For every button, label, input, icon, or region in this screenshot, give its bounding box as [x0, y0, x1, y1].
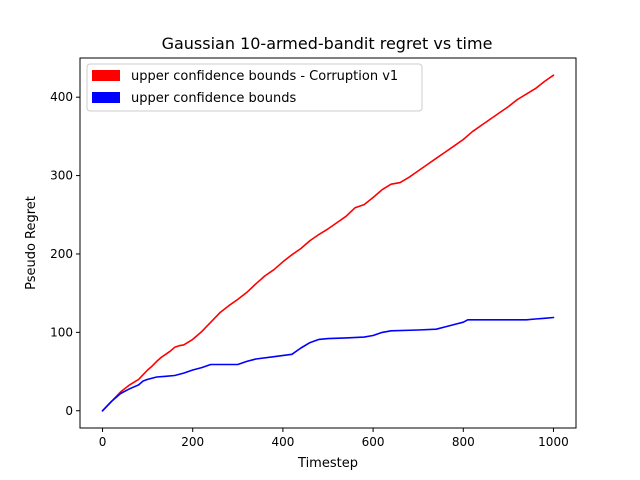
chart-title: Gaussian 10-armed-bandit regret vs time [162, 34, 493, 53]
y-tick-label: 300 [50, 169, 73, 183]
x-tick-label: 600 [362, 435, 385, 449]
x-tick-label: 800 [452, 435, 475, 449]
lines-layer [101, 74, 555, 412]
x-tick-label: 400 [271, 435, 294, 449]
series-line-corruption [101, 74, 555, 412]
y-tick-label: 400 [50, 90, 73, 104]
x-axis-label: Timestep [297, 456, 358, 471]
y-axis-label: Pseudo Regret [24, 196, 39, 290]
x-tick-label: 0 [99, 435, 107, 449]
x-tick-label: 1000 [538, 435, 569, 449]
legend-swatch-ucb [92, 92, 120, 103]
x-axis: 0 200 400 600 800 1000 [99, 428, 569, 449]
legend-box [86, 63, 423, 112]
plot-area-frame [79, 57, 577, 429]
legend-swatch-corruption [92, 70, 120, 81]
x-tick-label: 200 [181, 435, 204, 449]
y-axis: 0 100 200 300 400 [50, 90, 80, 418]
y-tick-label: 100 [50, 325, 73, 339]
y-tick-label: 0 [65, 404, 73, 418]
legend-label-ucb: upper confidence bounds [131, 91, 296, 106]
series-line-ucb [101, 316, 555, 412]
legend-label-corruption: upper confidence bounds - Corruption v1 [131, 69, 398, 84]
y-tick-label: 200 [50, 247, 73, 261]
legend: upper confidence bounds - Corruption v1 … [86, 63, 423, 112]
